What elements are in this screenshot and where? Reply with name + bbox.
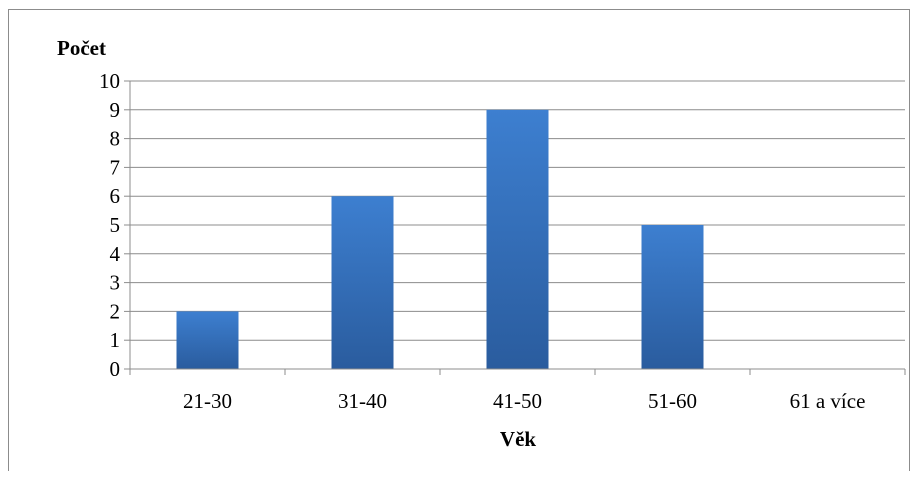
y-axis-title: Počet [57, 36, 106, 60]
y-tick-label: 3 [110, 271, 121, 295]
chart-frame [8, 9, 910, 471]
y-tick-label: 0 [110, 357, 121, 381]
y-tick-label: 10 [99, 69, 120, 93]
y-tick-labels: 0 1 2 3 4 5 6 7 8 9 10 [99, 69, 121, 381]
bar-51-60 [641, 225, 704, 369]
x-tick-label: 51-60 [648, 389, 697, 413]
bar-21-30 [176, 311, 239, 369]
y-tick-label: 8 [110, 127, 121, 151]
bar-31-40 [331, 196, 394, 369]
y-tick-label: 7 [110, 155, 121, 179]
y-tick-label: 9 [110, 98, 121, 122]
y-tick-label: 1 [110, 328, 121, 352]
axes [124, 80, 906, 375]
x-tick-label: 21-30 [183, 389, 232, 413]
bars [176, 109, 704, 370]
x-tick-label: 31-40 [338, 389, 387, 413]
y-tick-label: 2 [110, 299, 121, 323]
x-tick-label: 61 a více [790, 389, 866, 413]
x-tick-label: 41-50 [493, 389, 542, 413]
x-tick-labels: 21-30 31-40 41-50 51-60 61 a více [183, 389, 865, 413]
x-axis-title: Věk [500, 427, 536, 451]
y-tick-label: 6 [110, 184, 121, 208]
bar-41-50 [486, 109, 549, 370]
y-tick-label: 4 [110, 242, 121, 266]
y-tick-label: 5 [110, 213, 121, 237]
